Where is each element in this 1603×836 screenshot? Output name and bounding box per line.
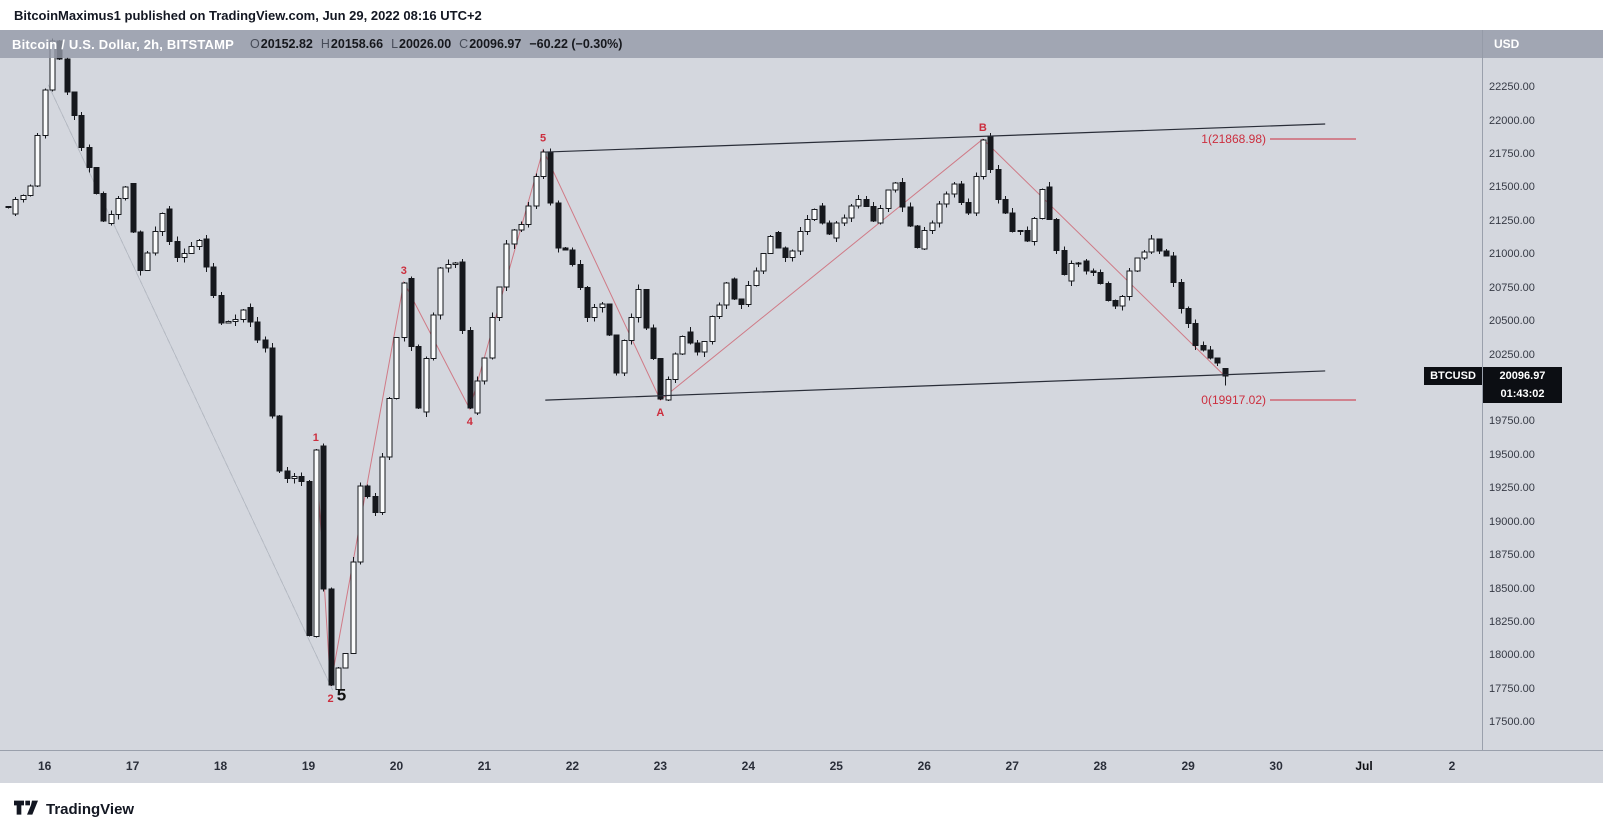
ohlc-key: O [250, 37, 260, 51]
price-axis-label: 21750.00 [1489, 148, 1535, 160]
chart-panel[interactable]: 1(21868.98) 0(19917.02) 1 2 3 4 5 A B 5 Bitcoin /… [0, 30, 1603, 783]
svg-text:4: 4 [467, 416, 474, 428]
time-axis-label: 16 [37, 759, 52, 773]
chart-legend-bar: Bitcoin / U.S. Dollar, 2h, BITSTAMP O201… [0, 30, 1603, 58]
svg-text:2: 2 [327, 693, 333, 705]
brand-name[interactable]: TradingView [46, 801, 135, 818]
svg-text:5: 5 [540, 133, 546, 145]
ohlc-value: 20026.00 [399, 37, 452, 51]
time-axis-label: 18 [213, 759, 228, 773]
svg-text:0(19917.02): 0(19917.02) [1201, 393, 1266, 407]
tradingview-logo[interactable] [14, 800, 38, 820]
time-axis-label: 17 [125, 759, 140, 773]
price-tag: 20096.97 [1483, 367, 1562, 386]
time-axis-label: 2 [1448, 759, 1456, 773]
svg-text:1: 1 [313, 432, 319, 444]
countdown-tag: 01:43:02 [1483, 385, 1562, 404]
candlestick-chart[interactable]: 1(21868.98) 0(19917.02) 1 2 3 4 5 A B 5 [0, 30, 1482, 750]
price-axis-label: 18250.00 [1489, 615, 1535, 628]
footer-bar: TradingView [0, 783, 1603, 836]
svg-text:5: 5 [337, 685, 346, 704]
price-axis-label: 18000.00 [1489, 649, 1535, 662]
ohlc-value: 20158.66 [330, 37, 384, 51]
time-axis[interactable]: 16 17 18 19 20 21 22 23 24 25 26 27 28 29 30 Jul 2 [0, 750, 1603, 783]
price-axis-label: 17500.00 [1489, 716, 1535, 729]
change-readout: −60.22 (−0.30%) [529, 37, 623, 51]
price-axis-label: 19250.00 [1489, 482, 1535, 495]
symbol-tag: BTCUSD [1424, 367, 1482, 386]
time-axis-label: 27 [1005, 759, 1019, 773]
price-axis-label: 18750.00 [1489, 549, 1535, 562]
svg-text:A: A [656, 407, 664, 419]
svg-text:B: B [979, 122, 987, 134]
time-axis-label: 21 [477, 759, 492, 773]
price-axis-label: 19500.00 [1489, 448, 1535, 461]
time-axis-label: 22 [565, 759, 580, 773]
time-axis-label: 25 [829, 759, 843, 773]
time-axis-label: 30 [1269, 759, 1283, 773]
price-axis-label: 21500.00 [1489, 181, 1535, 194]
price-axis-label: 18500.00 [1489, 582, 1535, 595]
time-axis-label: 28 [1093, 759, 1107, 773]
price-axis-label: 20500.00 [1489, 315, 1535, 328]
time-axis-label: 19 [301, 759, 316, 773]
time-axis-label: 29 [1181, 759, 1195, 773]
svg-text:3: 3 [401, 265, 407, 277]
price-axis-label: 21250.00 [1489, 214, 1535, 227]
price-axis-label: 19750.00 [1489, 415, 1535, 428]
time-axis-label: 20 [389, 759, 404, 773]
ohlc-key: L [391, 37, 399, 51]
price-axis-label: 21000.00 [1489, 248, 1535, 261]
price-axis-label: 20750.00 [1489, 281, 1535, 294]
ohlc-key: H [320, 37, 330, 51]
axis-currency-label: USD [1494, 37, 1520, 51]
time-axis-label: 26 [917, 759, 931, 773]
price-axis-label: 20250.00 [1489, 348, 1535, 361]
price-axis[interactable]: 22250.00 22000.00 21750.00 21500.00 21250.00… [1482, 30, 1603, 750]
ohlc-readout: O20152.82 H20158.66 L20026.00 C20096.97 [242, 37, 521, 51]
publish-info-text: BitcoinMaximus1 published on TradingView… [14, 7, 482, 23]
time-axis-label: Jul [1355, 759, 1373, 773]
price-axis-label: 22250.00 [1489, 81, 1535, 94]
publish-info-bar: BitcoinMaximus1 published on TradingView… [0, 0, 1603, 30]
price-axis-label: 19000.00 [1489, 515, 1535, 528]
time-axis-label: 24 [741, 759, 756, 773]
symbol-title[interactable]: Bitcoin / U.S. Dollar, 2h, BITSTAMP [12, 36, 235, 52]
svg-text:1(21868.98): 1(21868.98) [1201, 132, 1266, 146]
time-axis-label: 23 [653, 759, 668, 773]
price-axis-label: 22000.00 [1489, 114, 1535, 127]
ohlc-value: 20152.82 [260, 37, 313, 51]
ohlc-value: 20096.97 [469, 37, 522, 51]
ohlc-key: C [459, 37, 469, 51]
price-axis-label: 17750.00 [1489, 682, 1535, 695]
